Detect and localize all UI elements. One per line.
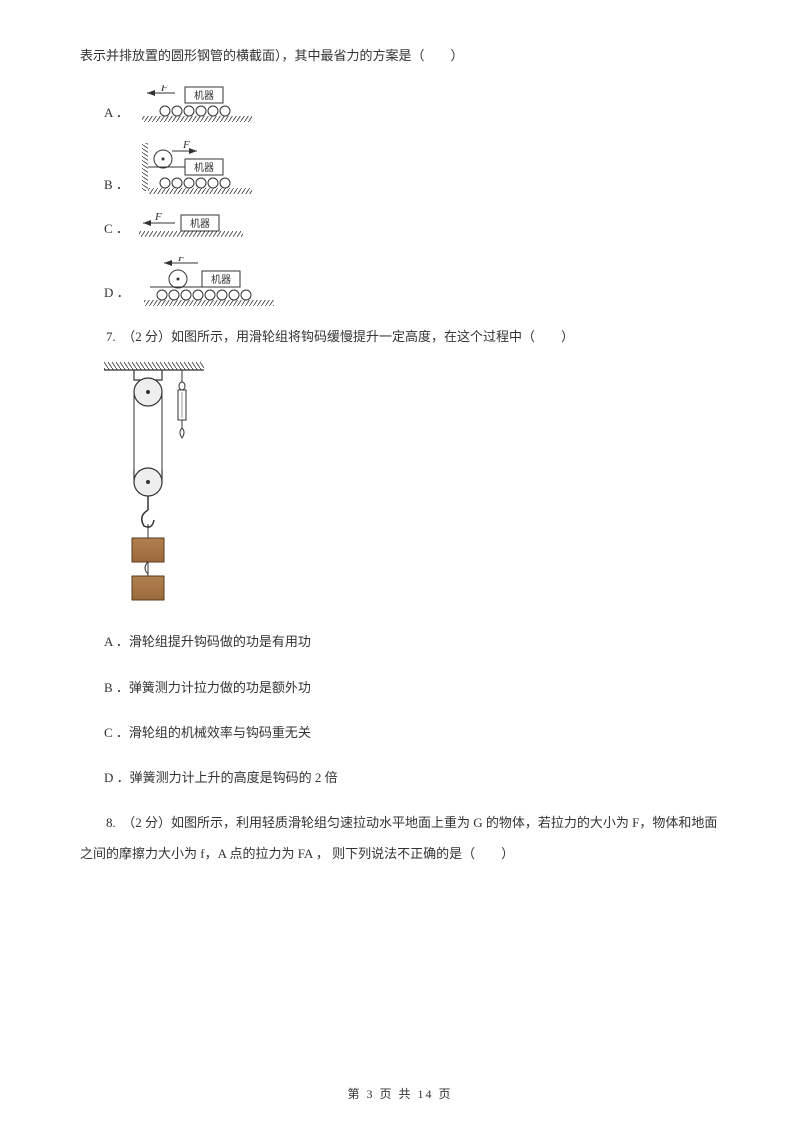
- svg-text:机器: 机器: [190, 217, 210, 230]
- q7-option-b: B ．弹簧测力计拉力做的功是额外功: [104, 672, 720, 703]
- pulley-diagram: [104, 362, 214, 612]
- page-footer: 第 3 页 共 14 页: [0, 1085, 800, 1102]
- svg-text:F: F: [182, 141, 190, 151]
- diagram-c: F 机器: [137, 213, 247, 243]
- diagram-d: F 机器: [138, 257, 278, 307]
- option-c-letter: C ．: [104, 218, 129, 237]
- svg-text:机器: 机器: [211, 273, 231, 286]
- diagram-b: F 机器: [137, 141, 257, 199]
- svg-text:机器: 机器: [194, 89, 214, 102]
- svg-text:机器: 机器: [194, 161, 214, 174]
- q7-option-c: C ．滑轮组的机械效率与钩码重无关: [104, 717, 720, 748]
- q7-option-d: D ．弹簧测力计上升的高度是钩码的 2 倍: [104, 762, 720, 793]
- option-a-letter: A ．: [104, 102, 129, 121]
- q7-option-a: A ．滑轮组提升钩码做的功是有用功: [104, 626, 720, 657]
- diagram-a: F 机器: [137, 85, 257, 127]
- option-d-letter: D ．: [104, 282, 130, 301]
- svg-text:F: F: [160, 85, 168, 94]
- question-7: 7. （2 分）如图所示，用滑轮组将钩码缓慢提升一定高度，在这个过程中（ ）: [80, 321, 720, 352]
- intro-line: 表示并排放置的圆形钢管的横截面），其中最省力的方案是（ ）: [80, 40, 720, 71]
- svg-text:F: F: [177, 257, 185, 264]
- question-8: 8. （2 分）如图所示，利用轻质滑轮组匀速拉动水平地面上重为 G 的物体，若拉…: [80, 807, 720, 869]
- option-d-row: D ． F 机器: [104, 257, 720, 307]
- option-b-row: B ． F 机器: [104, 141, 720, 199]
- svg-text:F: F: [154, 213, 162, 223]
- option-b-letter: B ．: [104, 174, 129, 193]
- option-a-row: A ． F 机器: [104, 85, 720, 127]
- option-c-row: C ． F 机器: [104, 213, 720, 243]
